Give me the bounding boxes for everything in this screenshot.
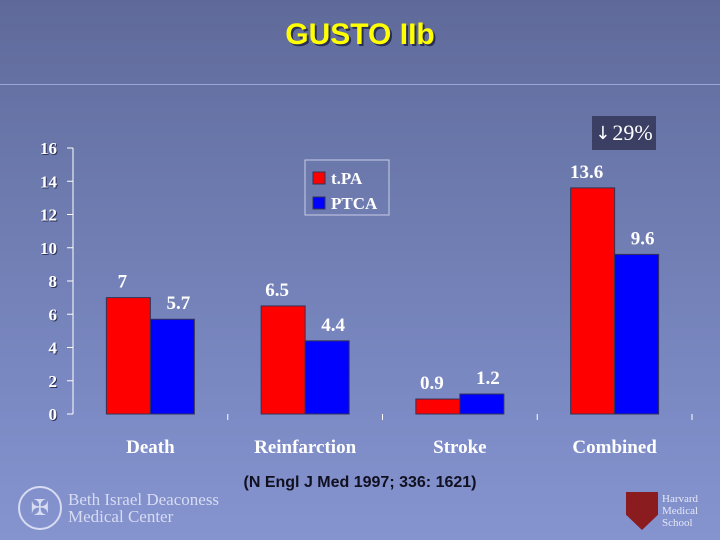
y-tick-label: 0 (49, 405, 58, 424)
legend-swatch-ptca (312, 196, 326, 210)
y-tick-label: 10 (40, 239, 57, 258)
y-tick-label: 8 (49, 272, 58, 291)
y-tick-label: 14 (40, 172, 58, 191)
data-label: 7 (118, 272, 128, 293)
y-tick-label: 12 (40, 206, 57, 225)
y-tick-label: 6 (49, 305, 58, 324)
legend-swatch-tpa (312, 171, 326, 185)
harvard-shield-icon (626, 492, 658, 530)
legend-box (304, 159, 390, 216)
slide-title: GUSTO IIb (285, 18, 435, 51)
y-tick-label: 16 (40, 139, 57, 158)
hms-name-line3: School (662, 517, 693, 529)
x-category-label: Stroke (433, 437, 486, 458)
bar-ptca (149, 318, 195, 415)
bar-tpa (105, 297, 151, 415)
bidmc-name: Beth Israel Deaconess Medical Center (68, 491, 219, 525)
legend-label: t.PA (331, 169, 363, 188)
bar-tpa (570, 187, 616, 415)
bidmc-name-line1: Beth Israel Deaconess (68, 490, 220, 509)
citation: (N Engl J Med 1997; 336: 1621) (243, 474, 477, 491)
bar-ptca (614, 253, 660, 415)
hms-name-line2: Medical (662, 505, 699, 517)
bidmc-logo: ✠ Beth Israel Deaconess Medical Center (18, 486, 219, 530)
bar-ptca (304, 340, 350, 415)
bidmc-name-line2: Medical Center (68, 507, 174, 526)
bar-tpa (260, 305, 306, 415)
bar-tpa (415, 398, 461, 415)
y-tick-label: 2 (49, 372, 58, 391)
data-label: 9.6 (631, 228, 655, 249)
data-label: 1.2 (476, 368, 500, 389)
hms-name-line1: Harvard (662, 493, 699, 505)
reduction-value: 29% (612, 120, 653, 145)
y-tick-label: 4 (49, 339, 58, 358)
bar-ptca (459, 393, 505, 415)
seal-icon: ✠ (18, 486, 62, 530)
down-arrow-icon: ↓ (595, 122, 611, 144)
hms-name: Harvard Medical School (662, 493, 698, 529)
hms-logo: Harvard Medical School (626, 492, 698, 530)
x-category-label: Death (126, 437, 175, 458)
x-category-label: Reinfarction (254, 437, 356, 458)
data-label: 6.5 (265, 280, 289, 301)
title-divider (0, 84, 720, 85)
data-label: 5.7 (167, 293, 191, 314)
legend-label: PTCA (331, 194, 378, 213)
x-category-label: Combined (572, 437, 657, 458)
reduction-badge: ↓ 29% (592, 116, 656, 150)
data-label: 13.6 (570, 162, 603, 183)
data-label: 0.9 (420, 373, 444, 394)
data-label: 4.4 (321, 315, 345, 336)
